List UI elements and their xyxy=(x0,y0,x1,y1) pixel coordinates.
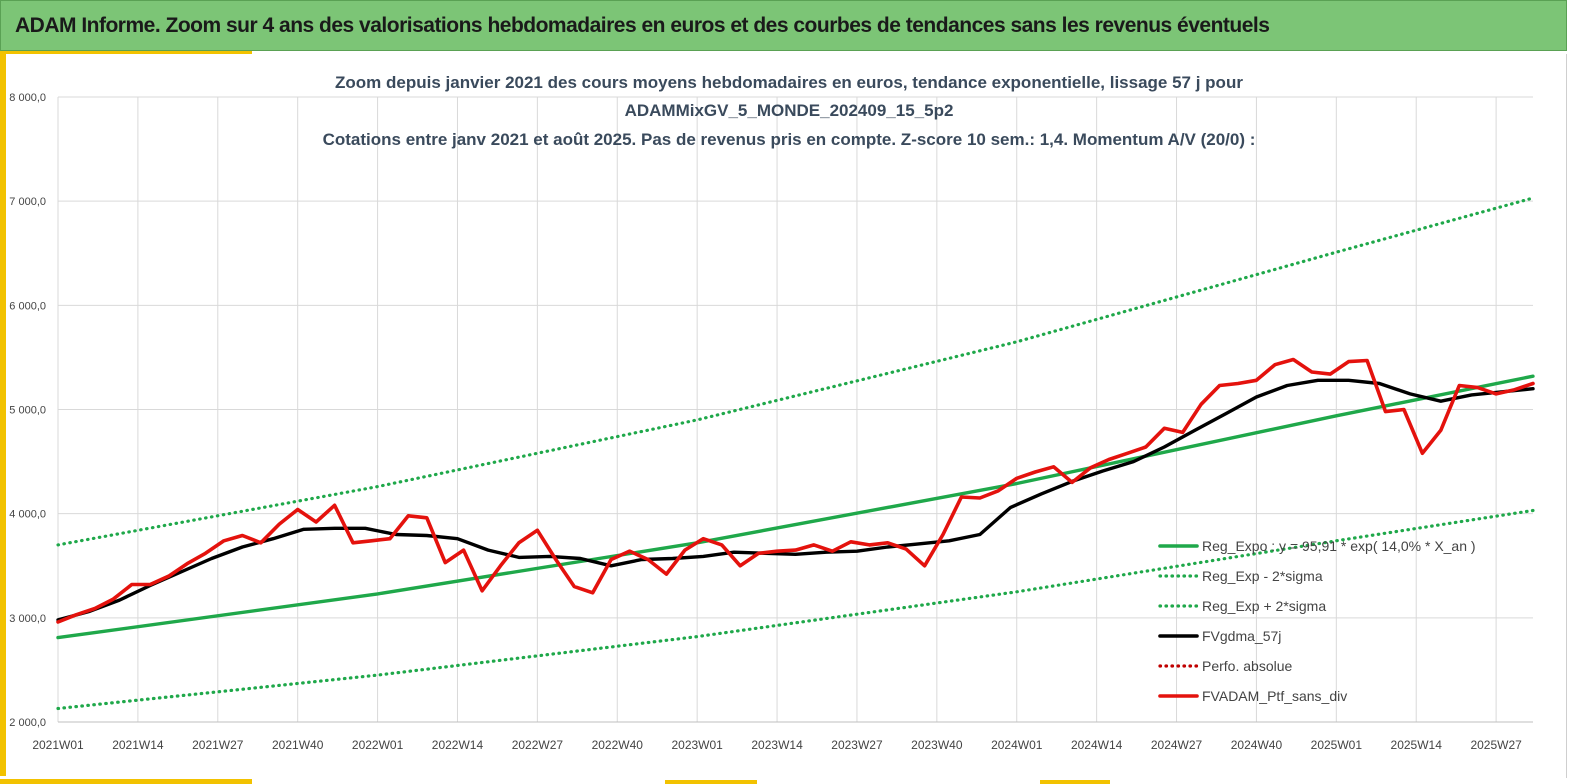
legend-label: FVADAM_Ptf_sans_div xyxy=(1202,688,1347,704)
accent-bar-bottom-right xyxy=(1040,780,1110,784)
y-tick-label: 6 000,0 xyxy=(9,300,46,312)
x-tick-label: 2022W01 xyxy=(352,738,404,752)
x-tick-label: 2024W01 xyxy=(991,738,1043,752)
y-tick-label: 3 000,0 xyxy=(9,613,46,625)
chart-grid xyxy=(57,96,1533,723)
chart-title-line: Cotations entre janv 2021 et août 2025. … xyxy=(323,130,1256,149)
chart-series xyxy=(56,196,1535,711)
y-tick-label: 5 000,0 xyxy=(9,405,46,417)
series-line-1 xyxy=(56,508,1535,711)
x-tick-label: 2023W40 xyxy=(911,738,963,752)
x-tick-label: 2022W14 xyxy=(432,738,484,752)
legend-label: FVgdma_57j xyxy=(1202,628,1281,644)
chart-frame xyxy=(6,54,1567,778)
header-banner: ADAM Informe. Zoom sur 4 ans des valoris… xyxy=(0,0,1567,51)
x-tick-label: 2021W40 xyxy=(272,738,324,752)
series-line-3 xyxy=(56,378,1535,622)
x-tick-label: 2021W27 xyxy=(192,738,244,752)
legend-label: Reg_Expo : y = 95,91 * exp( 14,0% * X_an… xyxy=(1202,538,1476,554)
y-tick-label: 4 000,0 xyxy=(9,509,46,521)
x-tick-label: 2022W27 xyxy=(512,738,564,752)
x-tick-label: 2025W27 xyxy=(1470,738,1522,752)
x-tick-label: 2023W27 xyxy=(831,738,883,752)
y-tick-label: 8 000,0 xyxy=(9,92,46,104)
x-tick-label: 2025W01 xyxy=(1311,738,1363,752)
x-tick-label: 2025W14 xyxy=(1391,738,1443,752)
series-line-2 xyxy=(56,196,1535,547)
y-tick-label: 7 000,0 xyxy=(9,196,46,208)
chart-title-line: Zoom depuis janvier 2021 des cours moyen… xyxy=(335,73,1243,92)
accent-bar-left xyxy=(0,51,6,776)
x-tick-label: 2023W14 xyxy=(751,738,803,752)
series-line-5 xyxy=(56,357,1535,624)
accent-bar-bottom xyxy=(0,779,252,784)
x-tick-label: 2022W40 xyxy=(592,738,644,752)
legend-label: Perfo. absolue xyxy=(1202,658,1292,674)
x-tick-label: 2024W27 xyxy=(1151,738,1203,752)
x-tick-label: 2023W01 xyxy=(671,738,723,752)
accent-bar-bottom-mid xyxy=(665,780,757,784)
y-tick-label: 2 000,0 xyxy=(9,717,46,729)
legend-label: Reg_Exp - 2*sigma xyxy=(1202,568,1323,584)
accent-bar-top xyxy=(6,51,252,54)
x-tick-label: 2021W14 xyxy=(112,738,164,752)
x-tick-label: 2024W40 xyxy=(1231,738,1283,752)
chart-title: Zoom depuis janvier 2021 des cours moyen… xyxy=(323,73,1256,149)
x-tick-label: 2021W01 xyxy=(32,738,84,752)
chart-axes: 2 000,0 3 000,0 4 000,0 5 000,0 6 000,0 7 000… xyxy=(9,92,1533,752)
chart-title-line: ADAMMixGV_5_MONDE_202409_15_5p2 xyxy=(625,101,954,120)
x-tick-label: 2024W14 xyxy=(1071,738,1123,752)
banner-title: ADAM Informe. Zoom sur 4 ans des valoris… xyxy=(15,14,1270,37)
series-line-0 xyxy=(56,374,1535,640)
legend-label: Reg_Exp + 2*sigma xyxy=(1202,598,1326,614)
chart-legend: Reg_Expo : y = 95,91 * exp( 14,0% * X_an… xyxy=(1158,538,1476,704)
